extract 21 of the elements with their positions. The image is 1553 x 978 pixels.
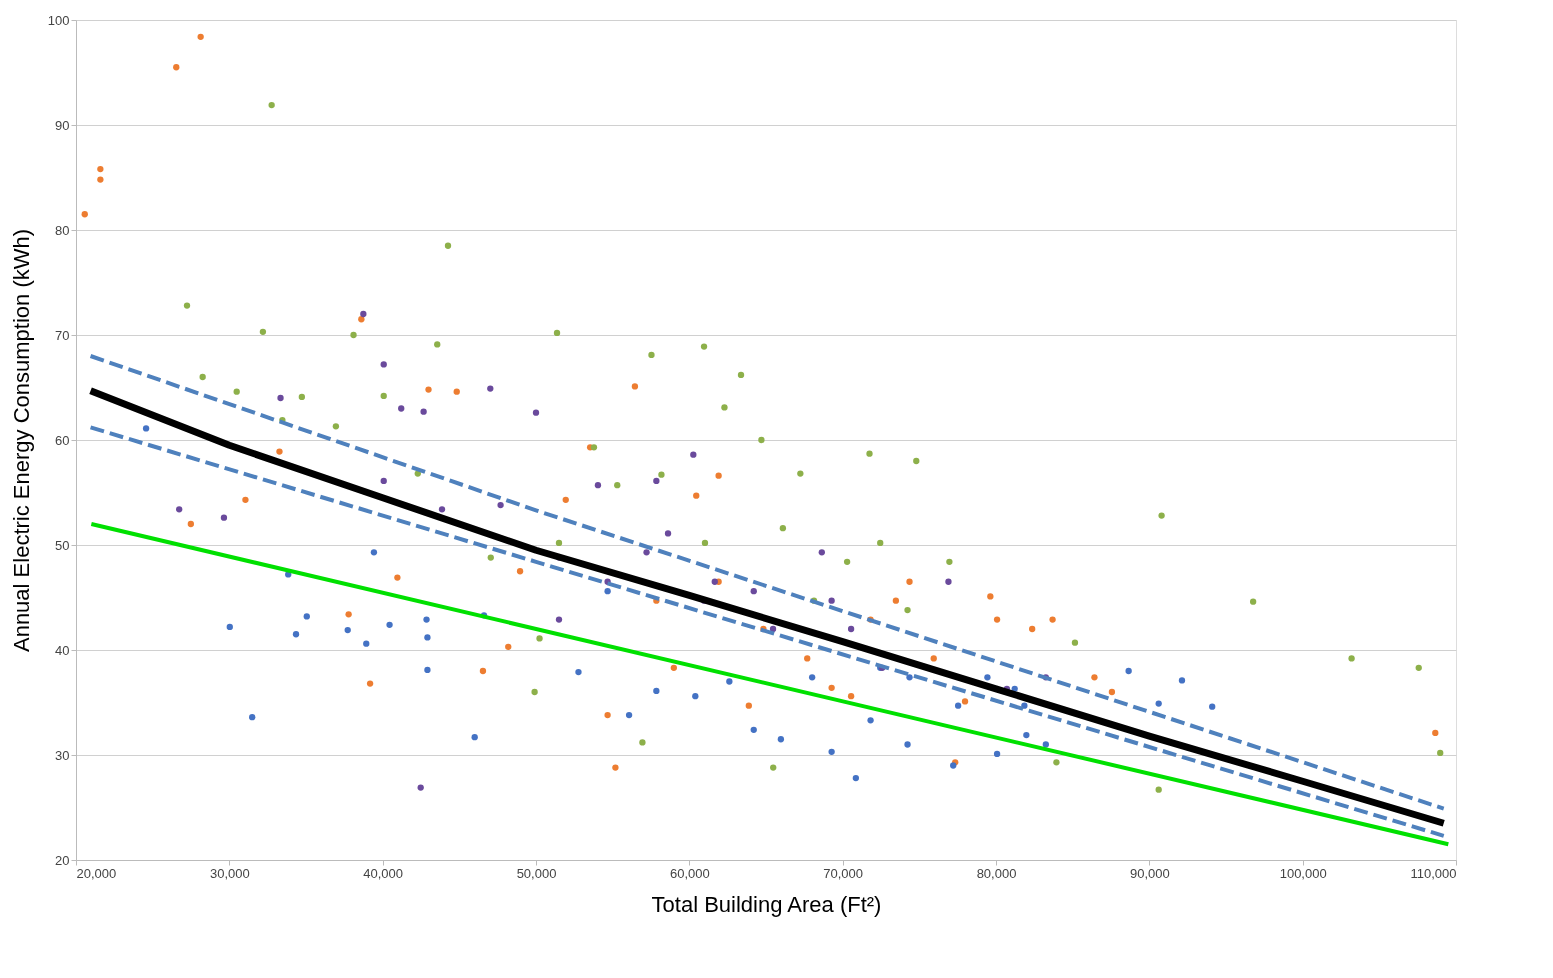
x-tick-label: 50,000 (516, 865, 557, 881)
x-axis-title: Total Building Area (Ft²) (651, 891, 882, 917)
y-tick-label: 70 (55, 327, 70, 343)
x-tick-label: 90,000 (1129, 865, 1170, 881)
x-tick-label: 80,000 (976, 865, 1017, 881)
y-tick-label: 60 (55, 432, 70, 448)
x-tick-label: 20,000 (76, 865, 117, 881)
y-tick-label: 40 (55, 642, 70, 658)
x-tick-label: 110,000 (1410, 865, 1457, 881)
y-tick-label: 80 (55, 222, 70, 238)
y-tick-label: 30 (55, 747, 70, 763)
y-axis-title: Annual Electric Energy Consumption (kWh) (8, 228, 34, 653)
y-tick-label: 90 (55, 117, 70, 133)
y-tick-label: 100 (47, 12, 70, 28)
y-tick-label: 50 (55, 537, 70, 553)
x-tick-label: 40,000 (363, 865, 404, 881)
x-tick-label: 30,000 (209, 865, 250, 881)
x-tick-label: 100,000 (1279, 865, 1327, 881)
x-tick-label: 60,000 (669, 865, 710, 881)
y-tick-label: 20 (55, 852, 70, 868)
x-tick-label: 70,000 (823, 865, 864, 881)
